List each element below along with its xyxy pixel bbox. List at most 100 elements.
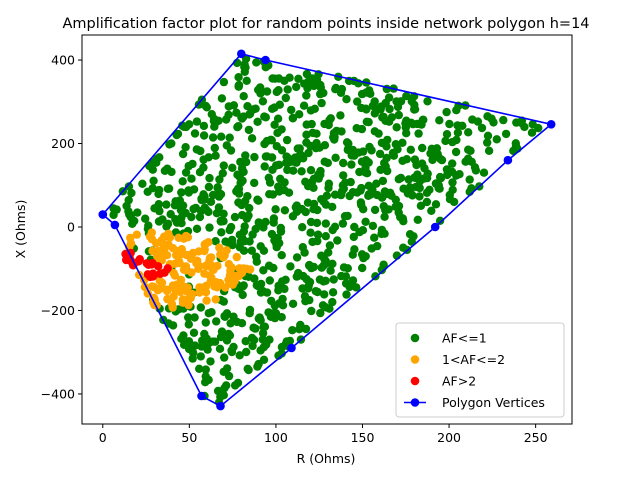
scatter-point <box>226 319 235 328</box>
scatter-point <box>399 217 408 226</box>
scatter-point <box>375 149 385 159</box>
scatter-point <box>179 234 188 243</box>
scatter-point <box>217 228 226 237</box>
scatter-point <box>330 190 340 199</box>
scatter-point <box>272 142 281 151</box>
scatter-point <box>321 219 330 228</box>
scatter-point <box>238 210 247 220</box>
scatter-point <box>225 133 234 142</box>
scatter-point <box>304 281 313 290</box>
scatter-point <box>235 230 244 239</box>
scatter-point <box>348 188 358 197</box>
scatter-point <box>250 178 259 188</box>
scatter-point <box>373 190 382 200</box>
scatter-point <box>215 344 225 353</box>
x-axis: 0 50 100 150 200 250 <box>99 424 548 445</box>
scatter-point <box>319 277 328 286</box>
scatter-point <box>262 288 272 297</box>
scatter-point <box>357 200 366 210</box>
scatter-point <box>272 243 281 252</box>
scatter-point <box>312 129 321 138</box>
scatter-point <box>206 357 215 366</box>
legend-label: Polygon Vertices <box>442 395 545 410</box>
scatter-point <box>226 222 236 232</box>
scatter-point <box>300 248 309 257</box>
scatter-point <box>269 218 278 227</box>
scatter-point <box>292 158 301 167</box>
scatter-point <box>222 309 232 318</box>
scatter-point <box>199 131 209 140</box>
scatter-point <box>168 303 177 312</box>
scatter-point <box>435 116 444 125</box>
scatter-point <box>361 217 370 226</box>
scatter-point <box>381 98 390 108</box>
scatter-point <box>245 305 255 315</box>
scatter-point <box>280 76 289 86</box>
scatter-point <box>227 263 236 272</box>
scatter-point <box>252 257 261 266</box>
scatter-point <box>325 241 335 250</box>
scatter-point <box>431 150 440 159</box>
scatter-point <box>243 192 252 201</box>
scatter-point <box>306 106 316 115</box>
scatter-point <box>402 129 411 138</box>
scatter-point <box>277 313 286 322</box>
polygon-vertex <box>503 155 513 165</box>
scatter-point <box>149 282 158 292</box>
scatter-point <box>121 249 130 259</box>
scatter-point <box>188 354 197 363</box>
scatter-point <box>296 150 305 160</box>
scatter-point <box>370 205 380 215</box>
scatter-point <box>391 140 400 149</box>
scatter-point <box>201 239 210 248</box>
scatter-point <box>402 91 411 101</box>
scatter-point <box>410 155 420 164</box>
polygon-layer <box>98 49 556 411</box>
scatter-point <box>181 168 191 177</box>
scatter-point <box>218 169 227 178</box>
scatter-point <box>330 135 339 144</box>
x-axis-title: R (Ohms) <box>297 451 356 466</box>
plot-frame <box>81 34 573 425</box>
scatter-point <box>162 286 172 296</box>
scatter-point <box>415 192 424 201</box>
scatter-point <box>336 111 345 120</box>
scatter-point <box>418 115 427 125</box>
scatter-point <box>206 277 215 286</box>
scatter-point <box>158 215 167 224</box>
scatter-point <box>219 161 228 170</box>
x-tick-label: 150 <box>351 430 375 445</box>
scatter-point <box>266 135 276 144</box>
scatter-point <box>199 190 208 199</box>
scatter-point <box>259 322 268 332</box>
scatter-point <box>256 346 265 355</box>
scatter-point <box>199 155 208 164</box>
scatter-point <box>422 197 432 207</box>
scatter-point <box>235 243 245 252</box>
scatter-point <box>477 123 487 133</box>
scatter-point <box>244 211 253 220</box>
scatter-point <box>313 230 323 239</box>
scatter-point <box>225 331 235 340</box>
scatter-point <box>261 113 270 122</box>
scatter-point <box>374 129 383 138</box>
scatter-point <box>392 123 401 132</box>
scatter-point <box>534 123 543 133</box>
scatter-point <box>234 81 243 91</box>
scatter-point <box>177 219 186 228</box>
scatter-point <box>329 129 339 138</box>
scatter-point <box>181 208 190 218</box>
scatter-point <box>212 317 221 326</box>
scatter-point <box>109 204 118 213</box>
scatter-point <box>174 256 184 266</box>
scatter-point <box>413 215 422 224</box>
scatter-point <box>143 187 152 196</box>
scatter-point <box>187 174 196 183</box>
scatter-point <box>286 262 295 271</box>
scatter-point <box>109 210 118 220</box>
scatter-point <box>250 274 259 283</box>
scatter-point <box>256 89 265 98</box>
scatter-point <box>234 189 244 198</box>
scatter-point <box>453 121 462 130</box>
scatter-point <box>265 335 274 344</box>
